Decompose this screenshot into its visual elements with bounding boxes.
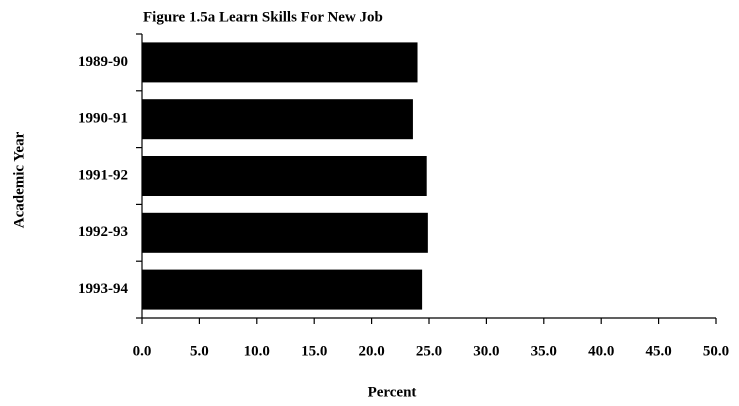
- x-tick-label: 35.0: [531, 343, 557, 359]
- x-tick-label: 10.0: [244, 343, 270, 359]
- bar: [142, 99, 413, 140]
- x-axis-label: Percent: [368, 384, 417, 400]
- x-tick-label: 45.0: [645, 343, 671, 359]
- x-tick-label: 0.0: [133, 343, 152, 359]
- x-tick-label: 20.0: [358, 343, 384, 359]
- bar: [142, 269, 423, 310]
- y-tick-label: 1989-90: [78, 54, 128, 70]
- x-tick-label: 50.0: [703, 343, 729, 359]
- chart-title: Figure 1.5a Learn Skills For New Job: [143, 9, 383, 25]
- x-tick-label: 25.0: [416, 343, 442, 359]
- y-tick-label: 1990-91: [78, 111, 128, 127]
- y-tick-label: 1993-94: [78, 281, 128, 297]
- bar: [142, 156, 427, 196]
- y-tick-label: 1992-93: [78, 224, 128, 240]
- y-axis-label: Academic Year: [11, 131, 27, 228]
- bar: [142, 42, 418, 83]
- x-tick-label: 5.0: [190, 343, 209, 359]
- x-tick-label: 15.0: [301, 343, 327, 359]
- bar: [142, 212, 428, 253]
- y-tick-label: 1991-92: [78, 167, 128, 183]
- x-tick-label: 30.0: [473, 343, 499, 359]
- x-tick-label: 40.0: [588, 343, 614, 359]
